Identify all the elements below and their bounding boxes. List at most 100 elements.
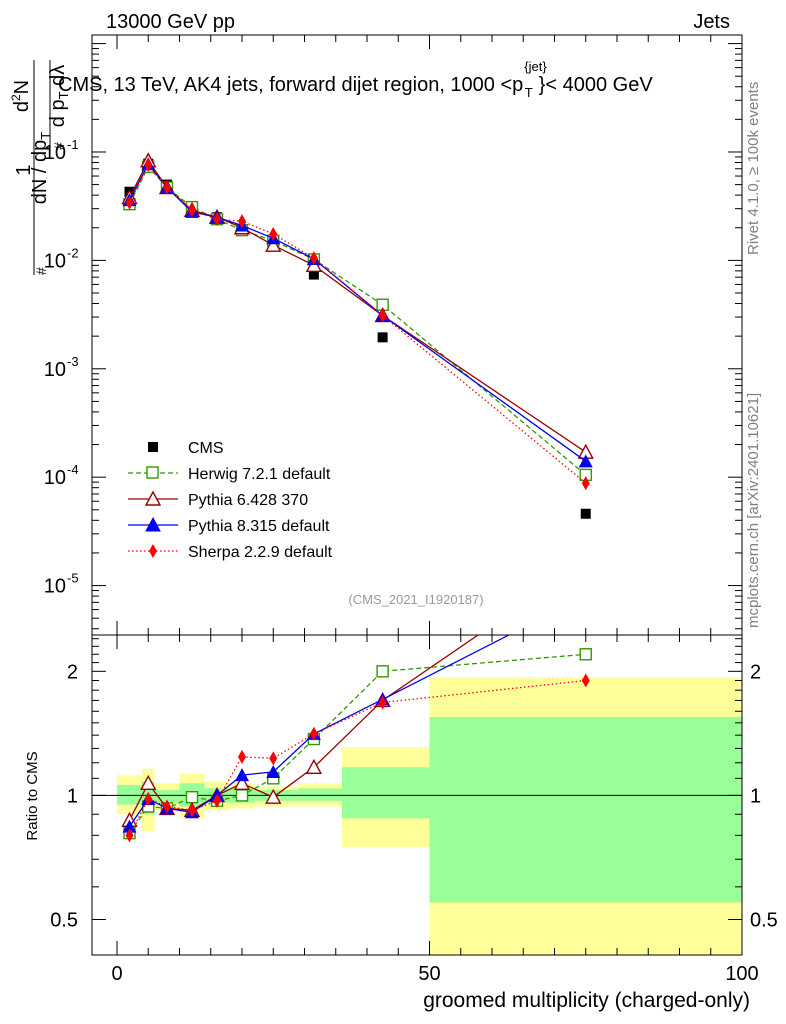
svg-text:#: #: [33, 267, 49, 275]
band-inner-8: [342, 767, 430, 819]
ratio-line-herwig: [128, 653, 586, 834]
ratio-point-pythia6: [305, 758, 323, 774]
legend-label-cms: CMS: [188, 440, 224, 457]
x-axis-label: groomed multiplicity (charged-only): [423, 989, 750, 1012]
y-tick-label-ratio-right: 2: [750, 661, 761, 683]
data-series: [121, 152, 594, 843]
uncertainty-bands: [117, 677, 742, 955]
main-point-sherpa: [238, 214, 246, 229]
ratio-point-sherpa: [188, 803, 196, 818]
y-tick-label-ratio-right: 1: [750, 785, 761, 807]
y-tick-exponent-main: -1: [67, 137, 79, 152]
legend-label-sherpa: Sherpa 2.2.9 default: [188, 544, 333, 561]
legend-marker-cms: [148, 442, 158, 452]
main-series-pythia6: [121, 152, 594, 459]
main-point-cms: [377, 332, 388, 343]
svg-text:dN / dpT: dN / dpT: [29, 132, 53, 204]
y-tick-label-ratio-left: 2: [67, 661, 78, 683]
main-point-sherpa: [378, 308, 387, 323]
y-tick-label-main: 10: [44, 142, 66, 164]
ratio-point-pythia6: [233, 774, 251, 790]
ratio-point-pythia8: [266, 764, 281, 778]
ratio-point-sherpa: [238, 749, 246, 764]
ratio-point-sherpa: [378, 695, 387, 710]
legend-item-sherpa: Sherpa 2.2.9 default: [128, 544, 333, 561]
ratio-point-sherpa: [581, 673, 590, 688]
plot-title-main: CMS, 13 TeV, AK4 jets, forward dijet reg…: [58, 74, 523, 96]
main-point-sherpa: [269, 227, 278, 242]
ratio-point-pythia6: [265, 788, 282, 804]
y-tick-exponent-main: -3: [67, 354, 79, 369]
y-axis-label-main: 1 dN / dpT # d2N d pT dλ #: [9, 60, 71, 275]
svg-text:d pT dλ: d pT dλ: [47, 65, 71, 127]
x-tick-label: 50: [418, 963, 440, 985]
ratio-point-herwig: [376, 665, 389, 678]
ratio-point-sherpa: [269, 751, 278, 766]
y-tick-label-ratio-left: 0.5: [50, 909, 78, 931]
main-line-sherpa: [128, 163, 587, 484]
ratio-point-pythia8: [235, 768, 249, 782]
y-tick-label-main: 10: [44, 359, 66, 381]
main-point-sherpa: [309, 251, 318, 266]
ratio-point-pythia6: [140, 774, 157, 790]
legend-item-cms: CMS: [148, 440, 224, 457]
band-inner-7: [298, 788, 342, 801]
main-point-sherpa: [144, 157, 153, 172]
plot-title-tail: }< 4000 GeV: [539, 74, 654, 96]
band-inner-0: [117, 784, 142, 805]
y-tick-label-main: 10: [44, 467, 66, 489]
main-point-cms: [580, 508, 591, 519]
ratio-line-sherpa: [128, 679, 586, 836]
rivet-version-label: Rivet 4.1.0, ≥ 100k events: [745, 82, 762, 255]
main-point-sherpa: [581, 476, 590, 491]
band-inner-9: [429, 716, 742, 903]
y-tick-exponent-main: -4: [67, 462, 79, 477]
main-series-sherpa: [125, 157, 590, 491]
legend-item-pythia8: Pythia 8.315 default: [128, 516, 330, 535]
y-tick-exponent-main: -5: [67, 571, 79, 586]
plot-title: CMS, 13 TeV, AK4 jets, forward dijet reg…: [58, 59, 653, 100]
ratio-point-herwig: [235, 789, 249, 802]
ratio-point-sherpa: [213, 793, 221, 808]
plot-title-subscript: T: [525, 85, 533, 100]
legend-label-herwig: Herwig 7.2.1 default: [188, 466, 331, 483]
ratio-point-herwig: [579, 648, 592, 661]
legend-marker-sherpa: [149, 544, 157, 558]
main-line-pythia6: [128, 159, 587, 453]
ratio-line-pythia8: [128, 635, 511, 827]
y-tick-label-ratio-right: 0.5: [750, 909, 778, 931]
main-line-herwig: [128, 165, 587, 476]
main-point-sherpa: [188, 203, 196, 218]
mcplots-label: mcplots.cern.ch [arXiv:2401.10621]: [745, 393, 762, 628]
ratio-point-sherpa: [144, 792, 153, 807]
category-label: Jets: [693, 11, 730, 33]
main-point-cms: [308, 269, 319, 280]
ratio-y-label: Ratio to CMS: [24, 751, 41, 840]
ratio-series-sherpa: [125, 673, 590, 843]
svg-text:#: #: [51, 142, 67, 150]
legend-item-pythia6: Pythia 6.428 370: [128, 490, 308, 509]
legend: CMS Herwig 7.2.1 default Pythia 6.428 37…: [128, 440, 333, 561]
main-point-sherpa: [163, 180, 171, 195]
y-tick-label-ratio-left: 1: [67, 785, 78, 807]
plot-title-superscript: {jet}: [524, 59, 547, 74]
x-tick-label: 0: [111, 963, 122, 985]
main-point-pythia6: [265, 236, 282, 252]
ratio-point-sherpa: [163, 799, 171, 814]
ratio-point-sherpa: [125, 828, 134, 843]
legend-marker-herwig: [146, 466, 159, 479]
y-tick-exponent-main: -2: [67, 245, 79, 260]
ratio-point-sherpa: [309, 726, 318, 741]
y-tick-label-main: 10: [44, 250, 66, 272]
x-tick-label: 100: [725, 963, 758, 985]
analysis-id: (CMS_2021_I1920187): [348, 592, 483, 607]
energy-label: 13000 GeV pp: [106, 11, 235, 33]
svg-text:1: 1: [13, 164, 35, 175]
legend-marker-pythia8: [145, 516, 161, 532]
ratio-point-pythia8: [122, 819, 137, 833]
main-point-sherpa: [125, 195, 134, 210]
ratio-line-pythia6: [128, 635, 480, 821]
svg-text:d2N: d2N: [9, 80, 33, 112]
